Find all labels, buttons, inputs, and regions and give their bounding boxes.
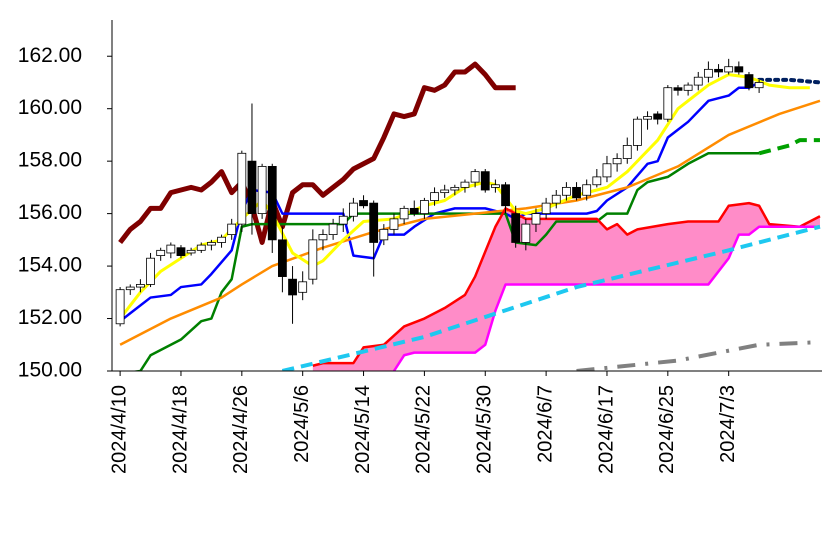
y-tick-label: 156.00: [18, 201, 82, 224]
y-tick-label: 160.00: [18, 96, 82, 119]
x-tick-label: 2024/6/25: [656, 385, 678, 474]
candle-body: [257, 165, 267, 215]
candle-body: [653, 113, 663, 120]
candle-body: [592, 176, 602, 186]
candle-body: [643, 116, 652, 120]
indicator-line: [757, 77, 822, 85]
candle-body: [338, 215, 348, 225]
candle-body: [125, 286, 135, 291]
candle-body: [612, 158, 622, 165]
candle-body: [217, 236, 226, 243]
candle-body: [450, 186, 460, 191]
candle-body: [714, 68, 723, 73]
candle-body: [521, 223, 531, 243]
candle-body: [480, 171, 490, 191]
indicator-line: [118, 61, 516, 245]
x-tick-label: 2024/7/3: [717, 385, 739, 463]
candle-body: [409, 207, 419, 215]
candle-body: [531, 213, 541, 225]
candle-body: [186, 249, 196, 254]
indicator-line: [119, 99, 821, 346]
candle-body: [440, 189, 450, 194]
candle-body: [541, 202, 551, 215]
y-tick-label: 154.00: [18, 254, 82, 277]
indicator-line: [281, 224, 821, 371]
candle-body: [318, 234, 328, 241]
x-tick-label: 2024/5/22: [413, 385, 435, 474]
candle-body: [328, 223, 338, 236]
y-tick-label: 152.00: [18, 306, 82, 329]
x-tick-label: 2024/6/7: [534, 385, 556, 463]
candle-body: [277, 239, 287, 277]
x-tick-label: 2024/4/18: [169, 385, 191, 474]
candle-body: [399, 207, 409, 220]
candle-body: [734, 66, 744, 73]
candle-body: [115, 289, 125, 325]
candle-body: [308, 239, 318, 280]
candle-body: [602, 163, 612, 178]
candle-body: [298, 281, 308, 293]
indicator-line: [758, 138, 820, 156]
candle-body: [156, 249, 166, 256]
x-tick-label: 2024/4/10: [108, 385, 130, 474]
candle-body: [490, 184, 500, 188]
candle-body: [673, 87, 683, 91]
x-tick-label: 2024/6/17: [595, 385, 617, 474]
candle-layer: [115, 58, 764, 327]
candle-body: [176, 247, 186, 256]
candle-body: [389, 218, 399, 230]
y-tick-label: 158.00: [18, 149, 82, 172]
y-tick-label: 150.00: [18, 359, 82, 382]
candle-body: [470, 171, 480, 183]
candle-body: [237, 152, 247, 225]
candle-body: [379, 228, 389, 241]
candle-body: [135, 284, 145, 288]
indicator-line: [392, 225, 820, 371]
cloud-fill: [312, 203, 820, 371]
x-tick-label: 2024/5/6: [291, 385, 313, 463]
axes: 150.00 152.00 154.00 156.00 158.00 160.00 162.…: [18, 20, 822, 474]
candle-body: [683, 84, 693, 91]
x-tick-label: 2024/5/30: [474, 385, 496, 474]
indicator-line: [576, 340, 821, 371]
candle-body: [562, 186, 571, 196]
candle-body: [247, 160, 257, 215]
candle-body: [693, 76, 703, 86]
candle-body: [663, 87, 673, 120]
candle-body: [744, 74, 754, 89]
candle-body: [369, 202, 379, 243]
candle-body: [460, 181, 470, 188]
candle-body: [206, 242, 216, 246]
candle-body: [511, 213, 521, 243]
candle-body: [622, 145, 632, 159]
candle-body: [633, 118, 642, 146]
candle-body: [196, 244, 206, 251]
candle-body: [501, 184, 510, 207]
x-tick-label: 2024/5/14: [352, 385, 374, 474]
candle-body: [359, 200, 368, 207]
candle-body: [227, 223, 237, 236]
candle-body: [430, 192, 439, 201]
candle-body: [704, 68, 713, 78]
candle-body: [288, 278, 297, 296]
x-tick-label: 2024/4/26: [230, 385, 252, 474]
candle-body: [348, 202, 358, 217]
y-tick-label: 162.00: [18, 44, 82, 67]
indicator-line: [312, 201, 821, 367]
candle-body: [572, 186, 581, 199]
cloud-layer: [312, 203, 820, 371]
candle-body: [551, 194, 561, 204]
candle-body: [146, 257, 155, 285]
candle-body: [419, 200, 429, 215]
candle-body: [582, 184, 592, 196]
candle-body: [754, 82, 764, 89]
candle-body: [267, 165, 277, 241]
candle-body: [724, 66, 734, 73]
candle-body: [166, 244, 176, 254]
